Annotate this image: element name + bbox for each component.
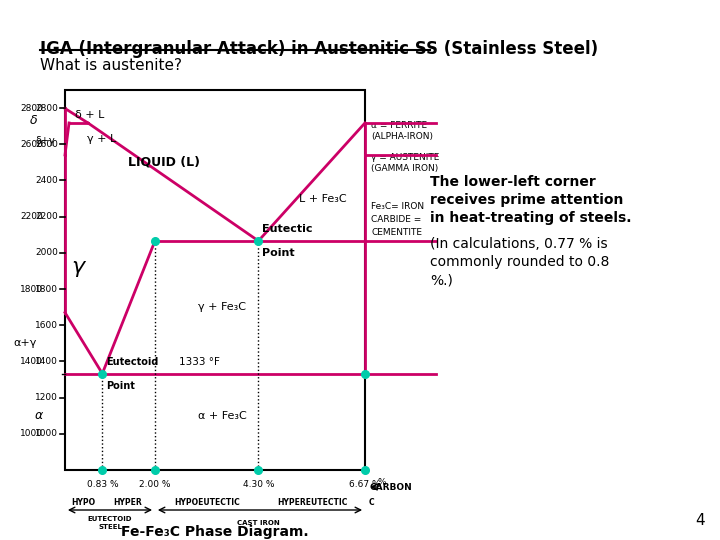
Text: 1000: 1000	[35, 429, 58, 438]
Text: %: %	[377, 478, 386, 487]
Text: IGA (Intergranular Attack) in Austenitic SS (Stainless Steel): IGA (Intergranular Attack) in Austenitic…	[40, 40, 598, 58]
Text: LIQUID (L): LIQUID (L)	[128, 156, 200, 169]
Text: α+γ: α+γ	[14, 339, 37, 348]
Text: HYPO: HYPO	[71, 498, 95, 507]
Text: 4: 4	[696, 513, 705, 528]
Text: 2.00 %: 2.00 %	[139, 480, 171, 489]
Text: 2200: 2200	[20, 212, 43, 221]
Text: in heat-treating of steels.: in heat-treating of steels.	[430, 211, 631, 225]
Text: 2400: 2400	[35, 176, 58, 185]
Text: 1333 °F: 1333 °F	[179, 356, 220, 367]
Text: α: α	[35, 409, 43, 422]
Text: 2200: 2200	[35, 212, 58, 221]
Text: 2600: 2600	[20, 140, 43, 149]
Text: δ: δ	[30, 114, 37, 127]
Text: HYPEREUTECTIC: HYPEREUTECTIC	[277, 498, 348, 507]
Bar	[65, 90, 365, 470]
Text: CARBIDE =: CARBIDE =	[371, 215, 421, 224]
Text: 1400: 1400	[20, 357, 43, 366]
Text: Point: Point	[107, 381, 135, 390]
Text: γ + L: γ + L	[88, 134, 117, 144]
Text: δ+γ: δ+γ	[35, 136, 55, 146]
Text: 2600: 2600	[35, 140, 58, 149]
Text: 1800: 1800	[20, 285, 43, 294]
Text: EUTECTOID: EUTECTOID	[88, 516, 132, 522]
Text: 4.30 %: 4.30 %	[243, 480, 274, 489]
Text: What is austenite?: What is austenite?	[40, 58, 182, 73]
Text: 2000: 2000	[35, 248, 58, 258]
Text: α = FERRITE: α = FERRITE	[371, 121, 427, 130]
Text: The lower-left corner: The lower-left corner	[430, 175, 595, 189]
Text: 2800: 2800	[35, 104, 58, 113]
Text: Fe-Fe₃C Phase Diagram.: Fe-Fe₃C Phase Diagram.	[121, 525, 309, 539]
Text: 1200: 1200	[35, 393, 58, 402]
Text: δ + L: δ + L	[75, 110, 104, 120]
Text: 1000: 1000	[20, 429, 43, 438]
Text: L + Fe₃C: L + Fe₃C	[299, 193, 346, 204]
Text: Point: Point	[262, 248, 295, 258]
Text: C: C	[369, 498, 374, 507]
Text: CARBON: CARBON	[370, 483, 413, 491]
Text: CEMENTITE: CEMENTITE	[371, 227, 422, 237]
Text: γ: γ	[71, 258, 84, 278]
Text: 1400: 1400	[35, 357, 58, 366]
Text: (In calculations, 0.77 % is: (In calculations, 0.77 % is	[430, 237, 608, 251]
Text: γ = AUSTENITE: γ = AUSTENITE	[371, 153, 439, 163]
Text: 6.67 %: 6.67 %	[349, 480, 381, 489]
Text: Eutectic: Eutectic	[262, 224, 313, 234]
Text: (ALPHA-IRON): (ALPHA-IRON)	[371, 132, 433, 140]
Text: γ + Fe₃C: γ + Fe₃C	[199, 302, 246, 312]
Text: HYPER: HYPER	[114, 498, 143, 507]
Text: commonly rounded to 0.8: commonly rounded to 0.8	[430, 255, 609, 269]
Text: STEEL: STEEL	[98, 524, 122, 530]
Text: Fe₃C= IRON: Fe₃C= IRON	[371, 202, 424, 211]
Text: %.): %.)	[430, 273, 453, 287]
Text: receives prime attention: receives prime attention	[430, 193, 624, 207]
Text: (GAMMA IRON): (GAMMA IRON)	[371, 164, 438, 173]
Text: α + Fe₃C: α + Fe₃C	[198, 411, 247, 421]
Text: HYPOEUTECTIC: HYPOEUTECTIC	[174, 498, 240, 507]
Text: Eutectoid: Eutectoid	[107, 356, 158, 367]
Text: CAST IRON: CAST IRON	[237, 520, 280, 526]
Text: 0.83 %: 0.83 %	[86, 480, 118, 489]
Text: 2800: 2800	[20, 104, 43, 113]
Text: 1800: 1800	[35, 285, 58, 294]
Text: 1600: 1600	[35, 321, 58, 330]
